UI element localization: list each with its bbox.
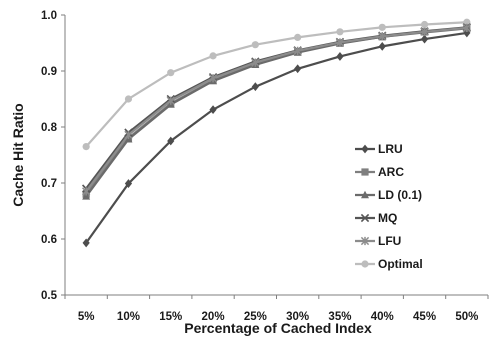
series-line [85, 26, 467, 190]
data-point [251, 41, 259, 49]
series-line [85, 26, 467, 193]
legend-label: LRU [378, 142, 403, 156]
data-point [336, 52, 344, 61]
x-tick-label: 10% [117, 311, 140, 323]
y-tick-label: 0.5 [41, 290, 58, 302]
legend-item: MQ [355, 211, 397, 225]
data-point [463, 18, 471, 26]
y-axis-title: Cache Hit Ratio [10, 103, 26, 206]
data-point [124, 179, 133, 188]
x-axis-title: Percentage of Cached Index [184, 320, 372, 336]
legend-label: MQ [378, 211, 397, 225]
data-point [420, 34, 429, 44]
legend-label: LFU [378, 234, 401, 248]
data-point [294, 64, 302, 74]
legend-item: ARC [355, 165, 404, 179]
data-point [166, 96, 175, 105]
legend-label: LD (0.1) [378, 188, 422, 202]
legend-swatch-marker [361, 260, 369, 268]
legend-label: Optimal [378, 257, 423, 271]
data-point [82, 192, 91, 200]
series-optimal [82, 18, 471, 151]
data-point [209, 105, 217, 115]
data-point [462, 23, 471, 33]
axes [61, 14, 489, 299]
data-point [251, 82, 259, 92]
data-point [208, 74, 218, 83]
series-ld-0-1 [82, 24, 471, 200]
data-point [293, 46, 302, 55]
data-point [82, 238, 90, 248]
data-point [167, 136, 175, 146]
legend: LRU ARC LD (0.1) MQ LFU Optimal [355, 142, 423, 271]
legend-swatch-marker [361, 168, 369, 176]
data-point [420, 20, 429, 29]
legend-swatch-marker [361, 190, 369, 199]
x-tick-label: 40% [371, 311, 394, 323]
legend-swatch-marker [360, 213, 370, 223]
series-lru [82, 28, 471, 248]
x-tick-label: 50% [455, 311, 478, 323]
data-point [82, 187, 91, 196]
series-layer [81, 18, 472, 248]
data-point [378, 23, 386, 31]
data-point [420, 27, 429, 36]
data-point [167, 69, 175, 77]
x-tick-labels: 5% 10% 15% 20% 25% 30% 35% 40% 45% 50% [78, 311, 479, 323]
data-point [336, 28, 344, 36]
y-tick-label: 0.8 [41, 122, 58, 134]
x-tick-label: 25% [244, 311, 267, 323]
legend-item: LRU [355, 142, 403, 156]
data-point [378, 41, 386, 51]
data-point [251, 58, 260, 67]
legend-item: Optimal [355, 257, 423, 271]
data-point [294, 33, 302, 42]
series-line [85, 27, 467, 198]
y-tick-label: 0.9 [41, 66, 57, 78]
x-tick-label: 15% [159, 311, 182, 323]
x-tick-label: 45% [413, 311, 436, 323]
series-lfu [82, 23, 471, 196]
x-tick-label: 30% [286, 311, 309, 323]
data-point [335, 38, 345, 47]
legend-label: ARC [378, 165, 404, 179]
data-point [209, 52, 217, 60]
x-tick-label: 20% [202, 311, 225, 323]
legend-swatch-marker [360, 236, 370, 246]
series-line [85, 21, 467, 148]
x-tick-label: 5% [78, 311, 95, 323]
y-tick-labels: 0.5 0.6 0.7 0.8 0.9 1.0 [41, 10, 58, 302]
y-tick-label: 0.6 [41, 234, 57, 246]
series-line [85, 31, 468, 244]
legend-item: LD (0.1) [355, 188, 422, 202]
legend-swatch-marker [361, 144, 369, 154]
legend-item: LFU [355, 234, 401, 248]
data-point [82, 143, 90, 151]
data-point [463, 28, 471, 38]
y-tick-label: 0.7 [41, 178, 57, 190]
data-point [124, 95, 133, 103]
x-tick-label: 35% [328, 311, 351, 323]
y-tick-label: 1.0 [41, 10, 57, 22]
data-point [378, 32, 387, 41]
data-point [124, 130, 133, 139]
series-mq [81, 23, 472, 193]
